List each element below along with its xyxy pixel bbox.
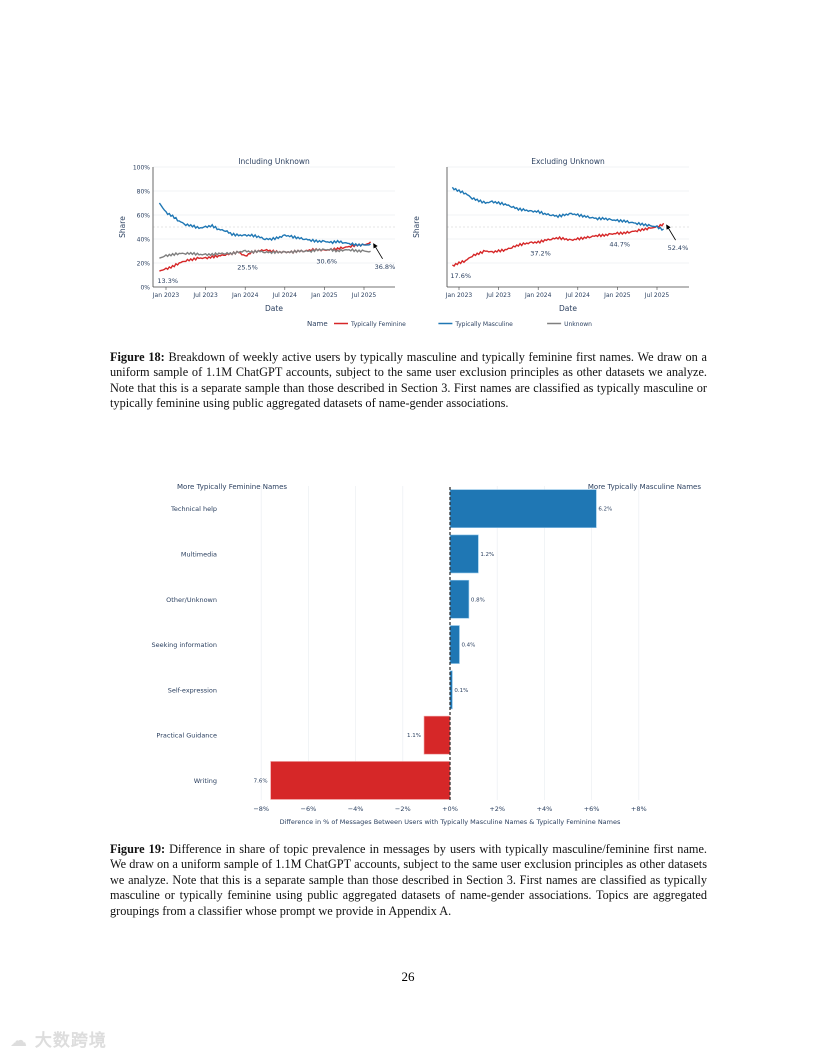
x-tick-label: Jan 2023 — [152, 292, 180, 299]
page-number: 26 — [401, 969, 415, 984]
category-label: Technical help — [170, 505, 217, 513]
figure-19-text: Difference in share of topic prevalence … — [110, 842, 708, 918]
figure-18-caption: Figure 18: Breakdown of weekly active us… — [110, 350, 707, 412]
chart-title: Excluding Unknown — [531, 157, 605, 166]
x-tick-label: +4% — [537, 805, 553, 813]
bar-seeking-information — [449, 625, 460, 664]
x-tick-label: −4% — [348, 805, 364, 813]
x-tick-label: Jan 2024 — [524, 292, 552, 299]
series-line-typically-masculine — [451, 186, 664, 232]
category-label: Self-expression — [168, 686, 217, 694]
x-tick-label: +0% — [442, 805, 458, 813]
x-tick-label: +2% — [489, 805, 505, 813]
y-tick-label: 40% — [137, 237, 151, 244]
x-axis-title: Difference in % of Messages Between User… — [280, 818, 621, 826]
watermark-logo: ☁ 大数跨境 — [10, 1031, 107, 1051]
figure-19-label: Figure 19: — [110, 842, 166, 856]
bar-value-label: 1.2% — [480, 552, 494, 558]
y-tick-label: 80% — [137, 189, 151, 196]
x-tick-label: Jan 2025 — [603, 292, 631, 299]
x-tick-label: Jul 2025 — [351, 292, 377, 299]
legend-item-unknown: Unknown — [564, 321, 592, 328]
x-tick-label: Jan 2024 — [231, 292, 259, 299]
x-axis-title: Date — [559, 304, 577, 313]
chart-title: Including Unknown — [238, 157, 310, 166]
y-axis-title: Share — [118, 216, 127, 238]
legend-title: Name — [307, 320, 328, 328]
x-tick-label: −8% — [253, 805, 269, 813]
y-tick-label: 60% — [137, 213, 151, 220]
category-label: Practical Guidance — [156, 732, 217, 740]
y-tick-label: 100% — [133, 165, 150, 172]
figure-19-caption: Figure 19: Difference in share of topic … — [110, 842, 707, 919]
legend-item-typically-masculine: Typically Masculine — [454, 321, 513, 328]
annotation-label: 36.8% — [375, 263, 396, 271]
bar-writing — [270, 761, 451, 800]
category-label: Writing — [194, 777, 217, 785]
right-annotation: More Typically Masculine Names — [588, 483, 701, 491]
x-tick-label: Jul 2023 — [485, 292, 511, 299]
annotation-label: 17.6% — [450, 272, 471, 280]
bar-practical-guidance — [423, 715, 451, 755]
x-axis-title: Date — [265, 304, 283, 313]
x-tick-label: Jul 2023 — [192, 292, 218, 299]
x-tick-label: +6% — [584, 805, 600, 813]
bar-value-label: 6.2% — [598, 507, 612, 513]
x-tick-label: +8% — [631, 805, 647, 813]
category-label: Seeking information — [151, 641, 217, 649]
x-tick-label: Jul 2024 — [565, 292, 591, 299]
figure-18-label: Figure 18: — [110, 350, 165, 364]
bar-technical-help — [449, 489, 597, 528]
bar-value-label: 0.8% — [471, 597, 485, 603]
series-line-unknown — [159, 247, 371, 259]
bar-value-label: 0.4% — [461, 643, 475, 649]
series-line-typically-feminine — [159, 241, 372, 272]
category-label: Multimedia — [181, 550, 217, 558]
bar-multimedia — [449, 534, 479, 574]
bar-value-label: 0.1% — [454, 688, 468, 694]
y-tick-label: 20% — [137, 261, 151, 268]
y-axis-title: Share — [412, 216, 421, 238]
annotation-label: 13.3% — [157, 277, 178, 285]
x-tick-label: −6% — [301, 805, 317, 813]
annotation-arrow — [373, 243, 383, 260]
series-line-typically-feminine — [452, 222, 665, 268]
legend-item-typically-feminine: Typically Feminine — [350, 321, 406, 328]
annotation-arrow — [666, 224, 676, 241]
figure-18-text: Breakdown of weekly active users by typi… — [110, 350, 708, 411]
x-tick-label: −2% — [395, 805, 411, 813]
annotation-label: 52.4% — [668, 244, 689, 252]
bar-other-unknown — [449, 579, 470, 619]
x-tick-label: Jan 2025 — [310, 292, 338, 299]
x-tick-label: Jul 2024 — [272, 292, 298, 299]
x-tick-label: Jan 2023 — [445, 292, 473, 299]
x-tick-label: Jul 2025 — [644, 292, 670, 299]
annotation-label: 25.5% — [237, 263, 258, 271]
y-tick-label: 0% — [140, 285, 150, 292]
left-annotation: More Typically Feminine Names — [177, 483, 287, 491]
category-label: Other/Unknown — [166, 596, 217, 604]
bar-value-label: 1.1% — [407, 733, 421, 739]
annotation-label: 44.7% — [609, 240, 630, 248]
annotation-label: 37.2% — [530, 249, 551, 257]
bar-value-label: 7.6% — [254, 778, 268, 784]
series-line-typically-masculine — [158, 202, 371, 247]
annotation-label: 30.6% — [316, 257, 337, 265]
